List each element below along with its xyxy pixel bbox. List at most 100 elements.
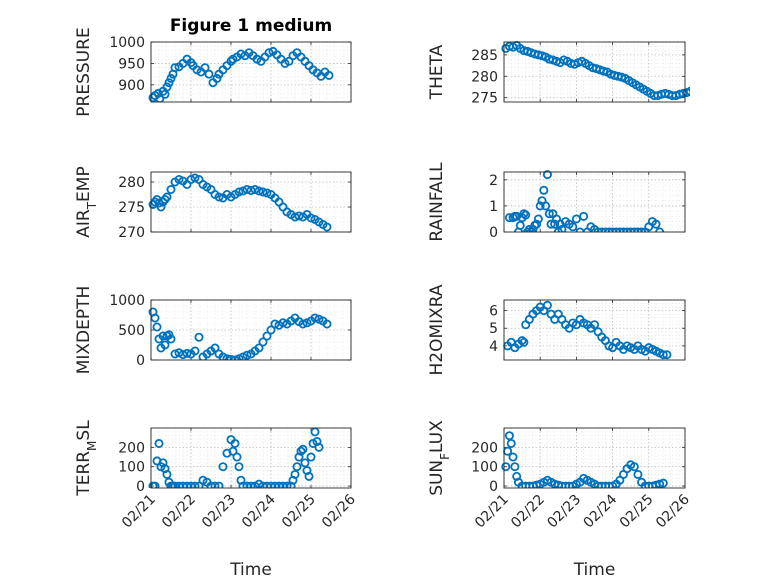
data-point <box>512 471 522 481</box>
data-point <box>164 78 174 88</box>
data-point <box>174 174 184 184</box>
data-point <box>651 219 661 229</box>
data-point <box>264 48 274 58</box>
axes-box <box>150 427 352 489</box>
x-axis-label: Time <box>229 560 272 580</box>
data-point <box>539 185 549 195</box>
data-point <box>517 336 527 346</box>
data-point <box>306 213 316 223</box>
data-point <box>270 319 280 329</box>
y-tick-label: 100 <box>118 460 145 476</box>
data-point <box>232 452 242 462</box>
data-point <box>190 173 200 183</box>
data-point <box>544 209 554 219</box>
y-tick-label: 200 <box>471 440 498 456</box>
data-points <box>501 40 690 101</box>
data-point <box>246 481 256 488</box>
y-tick-label: 500 <box>118 323 145 339</box>
data-points <box>503 300 672 360</box>
data-points <box>148 427 324 488</box>
data-point <box>212 73 222 83</box>
data-point <box>521 210 531 220</box>
data-point <box>258 187 268 197</box>
y-tick-label: 900 <box>118 78 145 94</box>
subplot-5: 0 500 1000 MIXDEPTH <box>74 286 352 375</box>
data-point <box>228 446 238 456</box>
subplot-4: 0 1 2 RAINFALL <box>427 162 686 242</box>
y-tick-label: 1 <box>489 199 498 215</box>
y-axis-label: MIXDEPTH <box>74 286 94 375</box>
data-point <box>322 319 332 329</box>
data-point <box>590 320 600 330</box>
data-point <box>629 462 639 472</box>
data-point <box>234 462 244 472</box>
data-point <box>506 438 516 448</box>
data-point <box>546 219 556 229</box>
data-point <box>218 462 228 472</box>
data-point <box>296 446 306 456</box>
data-point <box>322 222 332 232</box>
data-point <box>262 331 272 341</box>
data-point <box>298 319 308 329</box>
data-point <box>158 331 168 341</box>
y-tick-label: 6 <box>489 304 498 320</box>
y-tick-label: 0 <box>136 479 145 495</box>
data-point <box>160 340 170 350</box>
data-point <box>162 469 172 479</box>
y-axis-label: TERRMSL <box>74 420 99 497</box>
y-axis-label: PRESSURE <box>74 27 94 116</box>
data-point <box>515 220 525 230</box>
data-points <box>148 46 334 102</box>
chart-title: Figure 1 medium <box>170 16 332 36</box>
data-point <box>519 337 529 347</box>
data-point <box>162 82 172 92</box>
y-tick-label: 275 <box>471 91 498 107</box>
data-point <box>210 481 220 488</box>
y-tick-label: 200 <box>118 440 145 456</box>
y-tick-label: 275 <box>118 200 145 216</box>
y-tick-label: 0 <box>489 225 498 241</box>
data-point <box>658 350 668 360</box>
data-point <box>258 337 268 347</box>
data-point <box>304 471 314 481</box>
data-point <box>210 343 220 353</box>
subplot-6: 4 56 H2OMIXRA <box>427 284 686 376</box>
axes-box <box>503 427 686 489</box>
data-point <box>200 63 210 73</box>
x-axis-label: Time <box>573 560 616 580</box>
data-point <box>535 201 545 211</box>
data-point <box>294 211 304 221</box>
data-point <box>218 352 228 360</box>
data-point <box>190 481 200 488</box>
data-point <box>282 481 292 488</box>
data-point <box>190 346 200 356</box>
subplot-3: 270 275 280 AIRTEMP <box>74 166 352 241</box>
axes-box <box>150 171 352 233</box>
y-tick-label: 950 <box>118 56 145 72</box>
data-point <box>156 202 166 212</box>
data-point <box>214 192 224 202</box>
data-point <box>194 332 204 342</box>
data-point <box>306 452 316 462</box>
data-point <box>154 438 164 448</box>
data-point <box>278 318 288 328</box>
data-point <box>204 69 214 79</box>
axes-box <box>503 171 686 233</box>
y-tick-label: 5 <box>489 321 498 337</box>
data-point <box>658 478 668 488</box>
data-point <box>541 201 551 211</box>
data-point <box>222 354 232 360</box>
data-point <box>214 481 224 488</box>
y-tick-label: 1000 <box>109 293 145 309</box>
data-point <box>182 348 192 358</box>
y-tick-label: 0 <box>489 479 498 495</box>
data-point <box>510 462 520 472</box>
data-point <box>155 94 165 102</box>
data-point <box>310 313 320 323</box>
subplot-1: 900 950 1000 PRESSURE Figure 1 medium <box>74 16 352 117</box>
data-point <box>262 188 272 198</box>
data-point <box>290 469 300 479</box>
y-axis-label: THETA <box>427 44 447 100</box>
data-point <box>542 300 552 310</box>
